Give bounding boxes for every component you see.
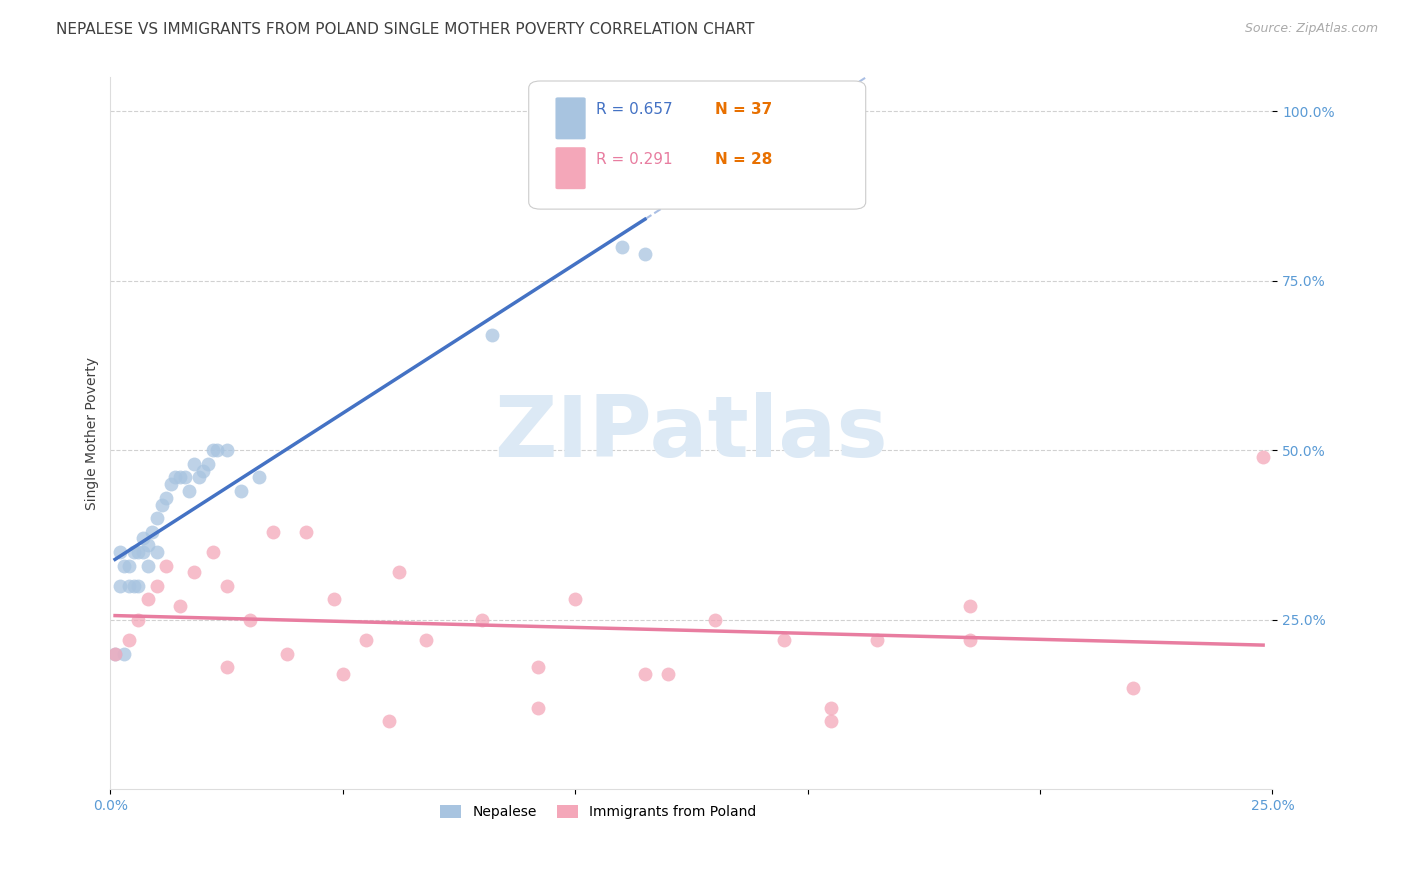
Point: [481, 328, 503, 343]
FancyBboxPatch shape: [555, 147, 586, 189]
Point: [959, 633, 981, 648]
Point: [197, 457, 219, 471]
Text: R = 0.291: R = 0.291: [596, 152, 672, 167]
Text: N = 28: N = 28: [714, 152, 772, 167]
Point: [136, 592, 159, 607]
Point: [108, 579, 131, 593]
Point: [132, 545, 155, 559]
Point: [378, 714, 401, 729]
Point: [415, 633, 437, 648]
Point: [108, 545, 131, 559]
Point: [471, 613, 494, 627]
Legend: Nepalese, Immigrants from Poland: Nepalese, Immigrants from Poland: [434, 800, 762, 825]
Point: [294, 524, 316, 539]
Y-axis label: Single Mother Poverty: Single Mother Poverty: [86, 357, 100, 510]
Point: [112, 647, 135, 661]
Text: ZIPatlas: ZIPatlas: [495, 392, 889, 475]
Point: [155, 491, 177, 505]
Point: [239, 613, 262, 627]
Point: [773, 633, 796, 648]
Point: [207, 443, 229, 458]
Point: [322, 592, 344, 607]
Point: [201, 545, 224, 559]
Point: [201, 443, 224, 458]
Point: [187, 470, 209, 484]
Point: [118, 633, 141, 648]
Point: [165, 470, 187, 484]
Point: [959, 599, 981, 614]
Point: [247, 470, 270, 484]
Point: [332, 667, 354, 681]
Point: [150, 498, 173, 512]
Point: [160, 477, 183, 491]
Point: [104, 647, 127, 661]
FancyBboxPatch shape: [529, 81, 866, 209]
Point: [146, 545, 169, 559]
Point: [215, 443, 238, 458]
Point: [229, 483, 252, 498]
Point: [179, 483, 201, 498]
Point: [169, 599, 191, 614]
Text: Source: ZipAtlas.com: Source: ZipAtlas.com: [1244, 22, 1378, 36]
Point: [136, 558, 159, 573]
Point: [820, 714, 842, 729]
Point: [155, 558, 177, 573]
Point: [276, 647, 298, 661]
Point: [122, 545, 145, 559]
Point: [634, 667, 657, 681]
Point: [136, 538, 159, 552]
Point: [183, 457, 205, 471]
Point: [118, 558, 141, 573]
Point: [527, 660, 550, 674]
Text: N = 37: N = 37: [714, 102, 772, 117]
Point: [354, 633, 377, 648]
Point: [112, 558, 135, 573]
Point: [169, 470, 191, 484]
Point: [118, 579, 141, 593]
Point: [215, 660, 238, 674]
Point: [146, 579, 169, 593]
Point: [262, 524, 284, 539]
Point: [127, 579, 149, 593]
Point: [127, 613, 149, 627]
Point: [820, 701, 842, 715]
Text: NEPALESE VS IMMIGRANTS FROM POLAND SINGLE MOTHER POVERTY CORRELATION CHART: NEPALESE VS IMMIGRANTS FROM POLAND SINGL…: [56, 22, 755, 37]
Point: [387, 566, 409, 580]
Point: [104, 647, 127, 661]
Point: [657, 667, 679, 681]
Point: [527, 701, 550, 715]
Point: [193, 464, 215, 478]
Point: [564, 592, 586, 607]
Text: R = 0.657: R = 0.657: [596, 102, 672, 117]
Point: [141, 524, 163, 539]
Point: [127, 545, 149, 559]
Point: [610, 240, 633, 254]
Point: [215, 579, 238, 593]
Point: [146, 511, 169, 525]
Point: [173, 470, 195, 484]
Point: [122, 579, 145, 593]
Point: [1251, 450, 1274, 464]
Point: [866, 633, 889, 648]
Point: [1122, 681, 1144, 695]
Point: [183, 566, 205, 580]
Point: [132, 532, 155, 546]
Point: [634, 246, 657, 260]
Point: [703, 613, 725, 627]
FancyBboxPatch shape: [555, 97, 586, 139]
